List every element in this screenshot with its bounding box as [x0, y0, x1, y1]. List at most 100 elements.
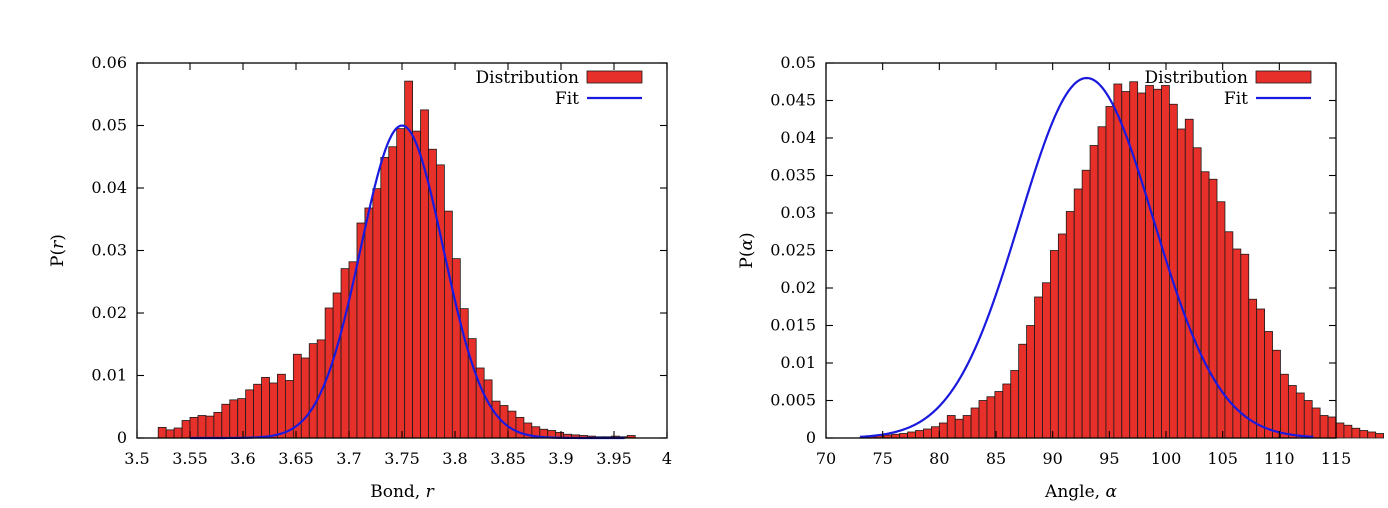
bond-legend-fit-label: Fit	[555, 89, 579, 109]
bond-y-axis-title: P(r)	[48, 234, 68, 267]
bond-bar	[181, 420, 191, 439]
angle-bar	[899, 433, 909, 439]
angle-bar	[970, 407, 980, 439]
bond-x-axis-title: Bond, r	[370, 482, 434, 502]
angle-bar	[1319, 415, 1329, 439]
angle-bar	[1224, 231, 1234, 439]
angle-bar	[1153, 88, 1162, 439]
angle-x-tick-label: 70	[816, 449, 836, 468]
bond-x-tick-label: 3.65	[278, 449, 314, 468]
angle-bar	[938, 422, 948, 439]
bond-bar	[221, 403, 231, 439]
angle-legend: Distribution Fit	[1145, 68, 1312, 109]
angle-bar	[962, 415, 972, 439]
angle-bar	[1208, 178, 1218, 439]
bond-bar	[157, 426, 167, 439]
bond-bar	[388, 146, 398, 439]
angle-y-tick-label: 0	[806, 428, 816, 447]
bond-bar	[491, 400, 501, 439]
angle-bar	[1303, 400, 1313, 439]
angle-bar	[1359, 430, 1369, 439]
angle-x-axis-title-variable: α	[1105, 482, 1117, 502]
bond-y-tick-label: 0.05	[91, 116, 127, 135]
angle-bar	[1145, 85, 1154, 439]
bond-bar	[173, 427, 183, 439]
bond-bar	[229, 399, 239, 439]
angle-bar	[923, 428, 932, 439]
angle-y-tick-label: 0.005	[770, 391, 816, 410]
angle-bar	[1137, 92, 1146, 439]
angle-bar	[1288, 385, 1297, 439]
angle-bar	[1295, 392, 1305, 439]
bond-bar	[380, 156, 390, 439]
bond-bar	[269, 382, 278, 439]
bond-bar	[308, 343, 318, 439]
bond-x-tick-label: 3.55	[172, 449, 208, 468]
angle-x-axis-title-text: Angle,	[1044, 482, 1105, 502]
bond-x-tick-label: 3.7	[336, 449, 361, 468]
bond-x-axis-title-text: Bond,	[370, 482, 425, 502]
bond-y-tick-label: 0.01	[91, 366, 127, 385]
bond-histogram-bars	[157, 80, 636, 439]
angle-bar	[1256, 308, 1265, 439]
angle-legend-distribution-swatch	[1255, 70, 1312, 84]
angle-bar	[1343, 424, 1353, 439]
bond-bar	[213, 411, 223, 439]
bond-bar	[300, 357, 310, 439]
angle-bar	[1176, 128, 1186, 439]
angle-bar	[1018, 343, 1028, 439]
angle-bar	[1089, 145, 1099, 439]
angle-bar	[1280, 373, 1289, 439]
angle-x-tick-label: 85	[986, 449, 1006, 468]
angle-x-axis-title: Angle, α	[1044, 482, 1117, 502]
angle-x-tick-label: 110	[1264, 449, 1295, 468]
angle-y-tick-label: 0.02	[780, 278, 816, 297]
angle-bar	[1113, 83, 1123, 439]
angle-bar	[915, 430, 924, 439]
bond-y-tick-label: 0	[117, 428, 127, 447]
bond-ticks: 3.5 3.55 3.6 3.65 3.7 3.75 3.8 3.85 3.9 3.95 4 0 0.0…	[91, 53, 672, 468]
bond-bar	[237, 398, 247, 439]
bond-bar	[412, 130, 421, 439]
angle-bar	[1057, 233, 1067, 439]
angle-bar	[1002, 383, 1012, 439]
bond-bar	[507, 410, 517, 439]
angle-y-tick-label: 0.01	[780, 353, 816, 372]
angle-histogram-bars	[859, 81, 1384, 439]
angle-bar	[1335, 422, 1345, 439]
bond-bar	[451, 258, 461, 439]
bond-x-tick-label: 3.6	[230, 449, 255, 468]
angle-y-axis-title-close: )	[737, 232, 757, 239]
angle-bar	[986, 396, 996, 439]
angle-bar	[1073, 188, 1083, 439]
bond-x-tick-label: 3.9	[548, 449, 573, 468]
angle-bar	[1081, 169, 1091, 439]
angle-bar	[1042, 282, 1051, 439]
angle-legend-fit-label: Fit	[1224, 89, 1248, 109]
angle-x-tick-label: 115	[1321, 449, 1352, 468]
bond-bar	[364, 207, 374, 439]
bond-legend-distribution-swatch	[586, 70, 643, 84]
angle-bar	[1050, 250, 1059, 439]
angle-bar	[1200, 171, 1210, 439]
angle-bar	[1065, 211, 1075, 439]
angle-bar	[1248, 298, 1258, 439]
angle-y-axis-title: P(α)	[737, 232, 757, 268]
bond-y-tick-label: 0.03	[91, 241, 127, 260]
angle-distribution-chart: 70 75 80 85 90 95 100 105 110 115 0 0.005 0.01 0.015 0…	[737, 53, 1384, 502]
angle-bar	[931, 426, 940, 439]
bond-bar	[332, 292, 342, 439]
bond-x-tick-label: 4	[662, 449, 672, 468]
angle-bar	[1097, 126, 1107, 439]
bond-y-axis-title-variable: r	[48, 240, 68, 249]
bond-x-axis-title-variable: r	[426, 482, 435, 502]
bond-y-tick-label: 0.04	[91, 178, 127, 197]
angle-bar	[1240, 253, 1250, 439]
bond-x-tick-label: 3.75	[384, 449, 420, 468]
bond-y-tick-label: 0.02	[91, 303, 127, 322]
angle-ticks: 70 75 80 85 90 95 100 105 110 115 0 0.005 0.01 0.015 0…	[770, 53, 1351, 468]
bond-bar	[205, 415, 215, 439]
angle-bar	[1026, 325, 1035, 439]
bond-bar	[165, 429, 175, 439]
angle-y-tick-label: 0.035	[770, 166, 816, 185]
